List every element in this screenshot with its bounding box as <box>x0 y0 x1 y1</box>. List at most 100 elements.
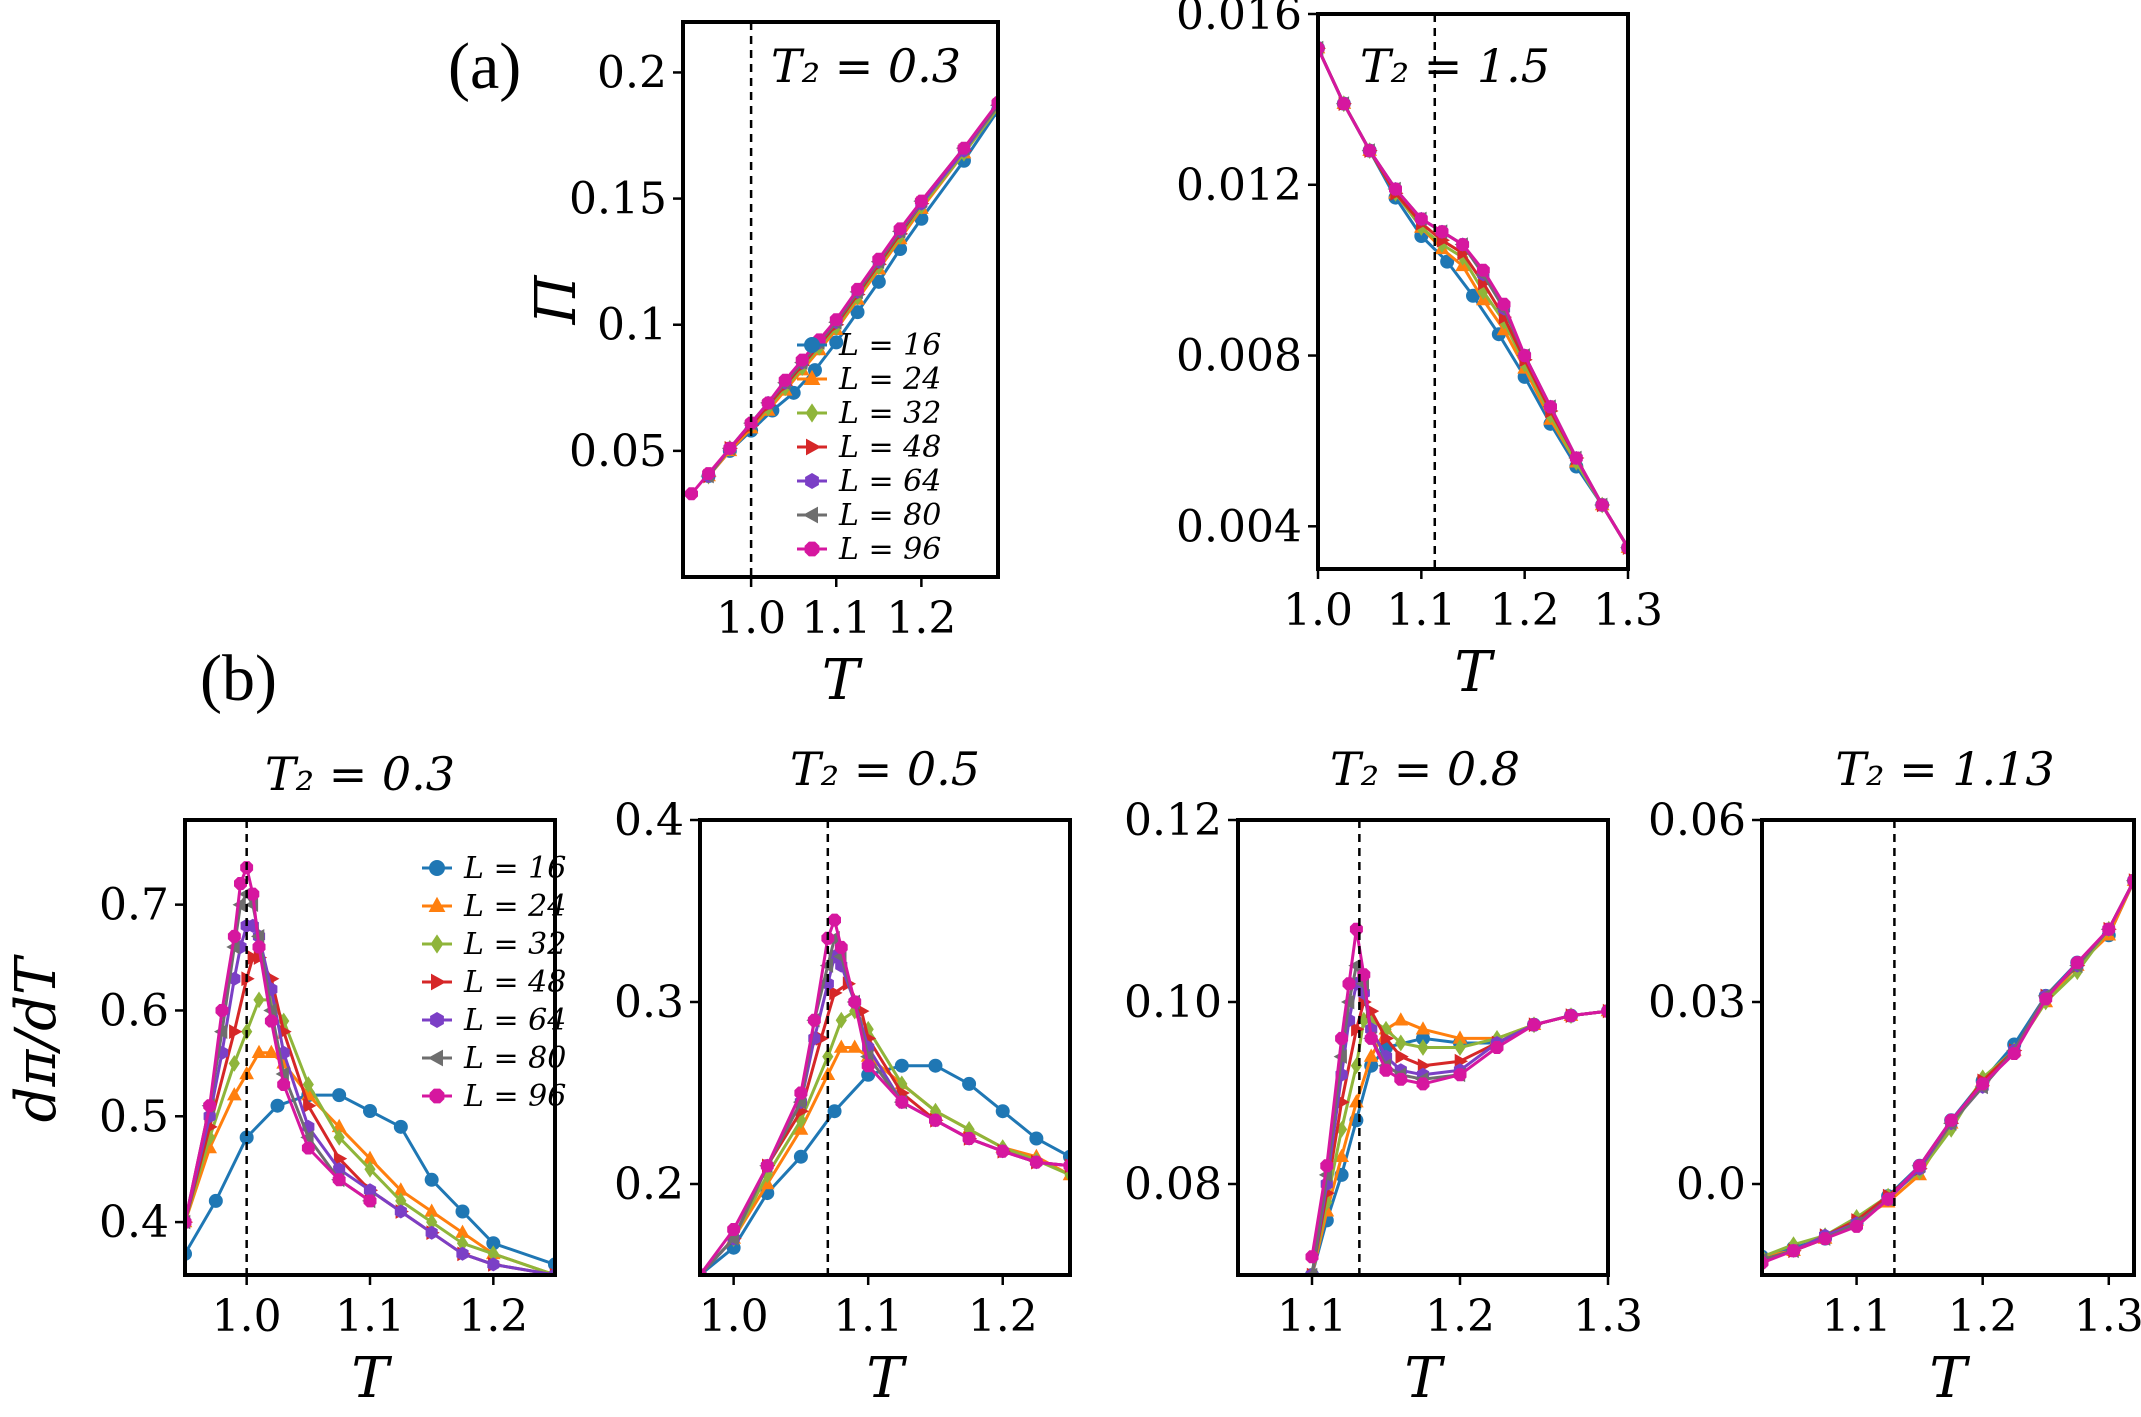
data-point <box>929 1113 942 1127</box>
data-point <box>1544 400 1557 414</box>
panel-title-a2: T₂ = 1.5 <box>1360 39 1550 93</box>
data-point <box>1818 1232 1832 1246</box>
data-point <box>894 1058 909 1073</box>
series-line <box>1762 880 2134 1259</box>
legend-marker <box>429 1088 445 1104</box>
x-axis-label-b2: T <box>866 1346 907 1411</box>
series-b4-5 <box>1762 876 2134 1268</box>
series-b4-0 <box>1762 873 2134 1264</box>
data-point <box>1476 263 1490 277</box>
data-point <box>861 1059 875 1073</box>
data-point <box>1395 1034 1407 1052</box>
data-point <box>395 1192 407 1210</box>
data-point <box>1395 1049 1409 1064</box>
legend-label: L = 80 <box>838 498 941 533</box>
series-b4-1 <box>1762 872 2134 1262</box>
x-tick-label-b3: 1.3 <box>1573 1291 1643 1342</box>
data-point <box>1414 212 1428 226</box>
legend-item: L = 24 <box>422 889 566 924</box>
legend-marker <box>802 506 818 524</box>
legend-marker <box>804 541 820 557</box>
data-point <box>1454 1039 1466 1056</box>
data-point <box>2007 1047 2021 1060</box>
legend-label: L = 32 <box>838 396 941 431</box>
series-line <box>1762 880 2134 1265</box>
data-point <box>302 1076 314 1093</box>
data-point <box>1564 1009 1578 1023</box>
data-point <box>1456 238 1470 251</box>
data-point <box>300 1130 314 1145</box>
legend-marker <box>429 860 445 876</box>
x-tick-label-b1: 1.2 <box>458 1291 528 1342</box>
data-point <box>848 995 862 1009</box>
legend-marker <box>428 896 446 912</box>
legend-item: L = 96 <box>797 532 941 567</box>
axes-frame-b4 <box>1760 818 2136 1277</box>
data-point <box>1435 225 1449 239</box>
data-point <box>487 1257 500 1272</box>
legend-label: L = 64 <box>463 1003 566 1038</box>
plot-area-b3 <box>1304 922 1608 1275</box>
series-b2-5 <box>700 930 908 1275</box>
series-line <box>1762 880 2134 1262</box>
legend-a1: L = 16L = 24L = 32L = 48L = 64L = 80L = … <box>797 328 941 567</box>
data-point <box>1416 1031 1430 1046</box>
x-tick-label-a1: 1.1 <box>801 593 871 644</box>
x-tick-label-b2: 1.2 <box>968 1291 1038 1342</box>
legend-marker <box>804 337 820 353</box>
data-point <box>834 940 848 954</box>
data-point <box>277 1078 291 1091</box>
plot-area-b4 <box>1762 872 2134 1270</box>
data-point <box>819 958 834 973</box>
data-point <box>425 1225 438 1240</box>
panel-title-a1: T₂ = 0.3 <box>771 39 961 93</box>
x-tick-label-b4: 1.2 <box>1948 1291 2018 1342</box>
data-point <box>928 1058 943 1073</box>
y-tick-label-a1: 0.05 <box>569 426 667 477</box>
legend-label: L = 24 <box>838 362 941 397</box>
data-point <box>204 1129 216 1146</box>
data-point <box>253 991 265 1009</box>
data-point <box>1466 288 1480 303</box>
data-point <box>1380 1020 1392 1038</box>
data-point <box>807 1013 821 1027</box>
legend-item: L = 32 <box>797 396 941 431</box>
data-point <box>1569 451 1583 465</box>
data-point <box>929 1102 942 1120</box>
legend-marker <box>427 1049 443 1067</box>
legend-label: L = 48 <box>463 965 566 1000</box>
data-point <box>829 313 843 327</box>
data-point <box>1393 1012 1409 1026</box>
data-point <box>264 1044 279 1058</box>
series-line <box>700 1064 1070 1275</box>
data-point <box>872 252 886 266</box>
data-point <box>333 1151 348 1166</box>
data-point <box>394 1204 407 1219</box>
series-b2-0 <box>700 1058 1070 1275</box>
data-point <box>246 887 260 901</box>
legend-label: L = 96 <box>463 1079 566 1114</box>
data-point <box>760 1159 774 1173</box>
legend-item: L = 16 <box>422 851 566 886</box>
data-point <box>1351 1021 1365 1037</box>
panel-title-b3: T₂ = 0.8 <box>1330 742 1520 796</box>
data-point <box>424 1172 439 1187</box>
legend-label: L = 48 <box>838 430 941 465</box>
data-point <box>301 1141 315 1155</box>
y-tick-label-b2: 0.3 <box>614 977 684 1028</box>
x-tick-label-a2: 1.0 <box>1283 585 1353 636</box>
y-axis-label-a1: Π <box>524 274 589 325</box>
data-point <box>829 985 843 1001</box>
data-point <box>1595 498 1609 512</box>
data-point <box>1379 1063 1393 1077</box>
data-point <box>2102 922 2116 936</box>
data-point <box>727 1223 741 1236</box>
y-tick-label-b2: 0.2 <box>614 1159 684 1210</box>
y-tick-label-b4: 0.06 <box>1648 795 1746 846</box>
legend-label: L = 16 <box>463 851 566 886</box>
data-point <box>1881 1192 1895 1206</box>
data-point <box>303 1098 317 1113</box>
data-point <box>1944 1113 1958 1127</box>
